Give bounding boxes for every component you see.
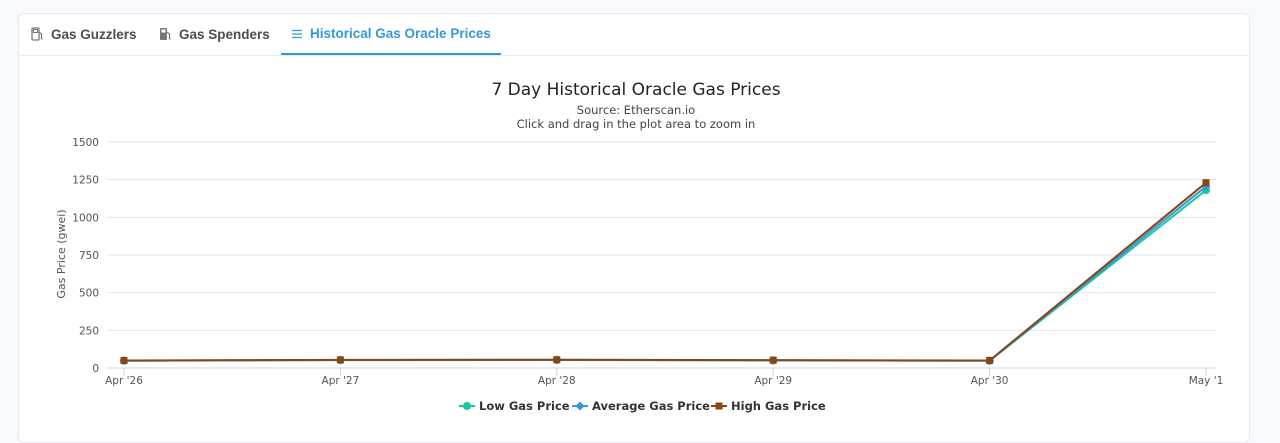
- x-tick-label: Apr '26: [105, 375, 143, 387]
- legend-item-low[interactable]: Low Gas Price: [459, 399, 570, 413]
- legend-label: Average Gas Price: [592, 399, 710, 413]
- y-tick-label: 0: [92, 363, 99, 375]
- legend-label: High Gas Price: [731, 399, 826, 413]
- data-point-high[interactable]: [553, 356, 561, 364]
- data-point-high[interactable]: [336, 356, 344, 364]
- x-tick-label: Apr '27: [322, 375, 360, 387]
- series-line-low: [123, 189, 1207, 362]
- series-line-average: [123, 185, 1207, 362]
- chart-zoom-hint: Click and drag in the plot area to zoom …: [517, 117, 756, 131]
- tab-bar: Gas Guzzlers Gas Spenders Historical Gas…: [19, 14, 1249, 56]
- tab-label: Gas Spenders: [179, 26, 270, 42]
- tab-gas-guzzlers[interactable]: Gas Guzzlers: [31, 14, 137, 54]
- y-tick-label: 750: [79, 250, 99, 262]
- y-axis-label: Gas Price (gwei): [55, 209, 68, 298]
- data-point-high[interactable]: [769, 356, 777, 364]
- data-point-high[interactable]: [1202, 179, 1210, 187]
- x-tick-label: Apr '28: [538, 375, 576, 387]
- x-tick-label: Apr '29: [754, 375, 792, 387]
- legend-marker: [575, 401, 585, 411]
- legend-marker: [463, 402, 471, 410]
- series-line-high: [123, 181, 1207, 362]
- chart-subtitle: Source: Etherscan.io: [577, 103, 695, 117]
- y-tick-label: 500: [79, 288, 99, 300]
- legend-label: Low Gas Price: [479, 399, 570, 413]
- x-tick-label: May '1: [1189, 375, 1224, 387]
- data-point-high[interactable]: [120, 356, 128, 364]
- gas-tracker-card: Gas Guzzlers Gas Spenders Historical Gas…: [18, 13, 1250, 443]
- gas-station-icon: [160, 28, 171, 40]
- tab-gas-spenders[interactable]: Gas Spenders: [159, 14, 270, 54]
- gas-pump-icon: [31, 27, 43, 41]
- gas-price-chart[interactable]: 7 Day Historical Oracle Gas Prices Sourc…: [19, 14, 1249, 430]
- legend-item-high[interactable]: High Gas Price: [711, 399, 826, 413]
- data-point-high[interactable]: [986, 356, 994, 364]
- tab-label: Gas Guzzlers: [51, 26, 137, 42]
- x-tick-label: Apr '30: [971, 375, 1009, 387]
- tab-label: Historical Gas Oracle Prices: [310, 26, 491, 41]
- list-icon: [292, 29, 302, 38]
- y-tick-label: 250: [79, 325, 99, 337]
- y-tick-label: 1250: [72, 175, 99, 187]
- y-tick-label: 1500: [72, 137, 99, 149]
- chart-title: 7 Day Historical Oracle Gas Prices: [491, 80, 780, 100]
- legend-marker: [715, 402, 723, 410]
- tab-historical-gas-oracle-prices[interactable]: Historical Gas Oracle Prices: [281, 14, 501, 55]
- y-tick-label: 1000: [72, 212, 99, 224]
- legend-item-average[interactable]: Average Gas Price: [572, 399, 710, 413]
